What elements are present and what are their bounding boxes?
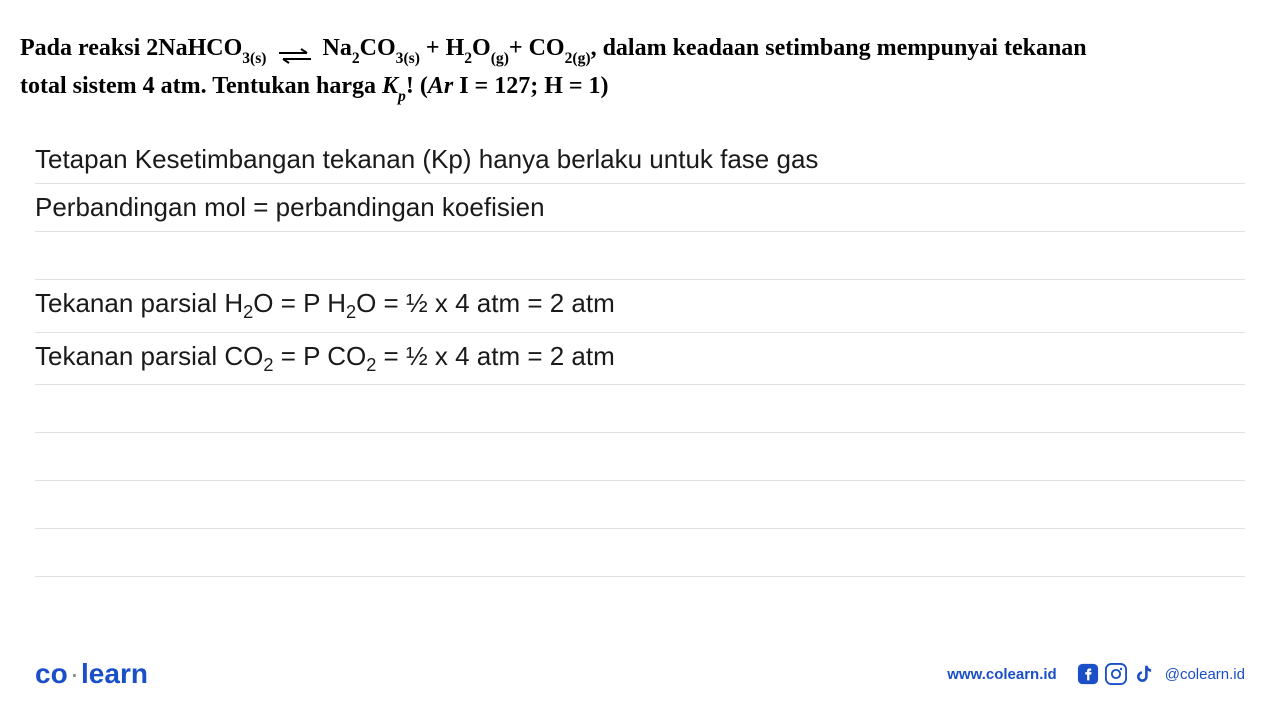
solution-row-empty: [35, 433, 1245, 481]
website-url: www.colearn.id: [947, 666, 1056, 683]
logo-learn: learn: [81, 658, 148, 689]
q-p1m: CO: [360, 35, 396, 61]
solution-row: Tetapan Kesetimbangan tekanan (Kp) hanya…: [35, 136, 1245, 184]
row2-text: Perbandingan mol = perbandingan koefisie…: [35, 192, 545, 223]
instagram-icon: [1105, 663, 1127, 685]
q-plus2: + CO: [509, 35, 565, 61]
social-block: @colearn.id: [1077, 663, 1245, 685]
solution-row-empty: [35, 232, 1245, 280]
q-h2o-m: O: [472, 35, 491, 61]
q-reactant: 2NaHCO: [146, 35, 242, 61]
q-kp-excl: ! (: [406, 73, 428, 99]
q-ar-vals: I = 127; H = 1): [453, 73, 608, 99]
question-line-2: total sistem 4 atm. Tentukan harga Kp! (…: [20, 68, 1260, 106]
q-reactant-sub: 3(s): [242, 50, 266, 67]
r3-prefix: Tekanan parsial H: [35, 288, 243, 318]
equilibrium-arrow-icon: [277, 40, 313, 58]
tiktok-icon: [1133, 663, 1155, 685]
q-h2o-s2: (g): [491, 50, 509, 67]
r4-end: = ½ x 4 atm = 2 atm: [376, 341, 614, 371]
row3-text: Tekanan parsial H2O = P H2O = ½ x 4 atm …: [35, 288, 615, 323]
r4-s1: 2: [263, 355, 273, 375]
row1-text: Tetapan Kesetimbangan tekanan (Kp) hanya…: [35, 144, 818, 175]
footer-right: www.colearn.id @colearn.id: [947, 663, 1245, 685]
q-l2-prefix: total sistem 4 atm. Tentukan harga: [20, 73, 382, 99]
footer: co·learn www.colearn.id @colearn.id: [0, 658, 1280, 690]
q-p1s1: 2: [352, 50, 360, 67]
q-plus1: + H: [420, 35, 464, 61]
logo-co: co: [35, 658, 68, 689]
q-kp-k: K: [382, 73, 398, 99]
solution-row: Tekanan parsial H2O = P H2O = ½ x 4 atm …: [35, 280, 1245, 332]
q-after: dalam keadaan setimbang mempunyai tekana…: [597, 35, 1087, 61]
q-p1s2: 3(s): [396, 50, 420, 67]
solution-row-empty: [35, 529, 1245, 577]
solution-block: Tetapan Kesetimbangan tekanan (Kp) hanya…: [0, 116, 1280, 596]
r3-s2: 2: [346, 303, 356, 323]
r3-s1: 2: [243, 303, 253, 323]
r4-s2: 2: [366, 355, 376, 375]
q-kp-sub: p: [398, 88, 406, 105]
r4-prefix: Tekanan parsial CO: [35, 341, 263, 371]
q-h2o-s1: 2: [464, 50, 472, 67]
social-handle: @colearn.id: [1165, 666, 1245, 683]
row4-text: Tekanan parsial CO2 = P CO2 = ½ x 4 atm …: [35, 341, 615, 376]
solution-row-empty: [35, 481, 1245, 529]
logo: co·learn: [35, 658, 148, 690]
facebook-icon: [1077, 663, 1099, 685]
q-p1: Na: [323, 35, 352, 61]
solution-row-empty: [35, 385, 1245, 433]
q-ar: Ar: [428, 73, 453, 99]
q-co2-s1: 2(g): [565, 50, 591, 67]
r3-m1: O = P H: [253, 288, 346, 318]
solution-row: Tekanan parsial CO2 = P CO2 = ½ x 4 atm …: [35, 333, 1245, 385]
solution-row: Perbandingan mol = perbandingan koefisie…: [35, 184, 1245, 232]
logo-dot-icon: ·: [70, 658, 79, 689]
q-prefix: Pada reaksi: [20, 35, 146, 61]
r4-m1: = P CO: [273, 341, 366, 371]
r3-end: O = ½ x 4 atm = 2 atm: [356, 288, 615, 318]
question-block: Pada reaksi 2NaHCO3(s) Na2CO3(s) + H2O(g…: [0, 0, 1280, 116]
question-line-1: Pada reaksi 2NaHCO3(s) Na2CO3(s) + H2O(g…: [20, 30, 1260, 68]
